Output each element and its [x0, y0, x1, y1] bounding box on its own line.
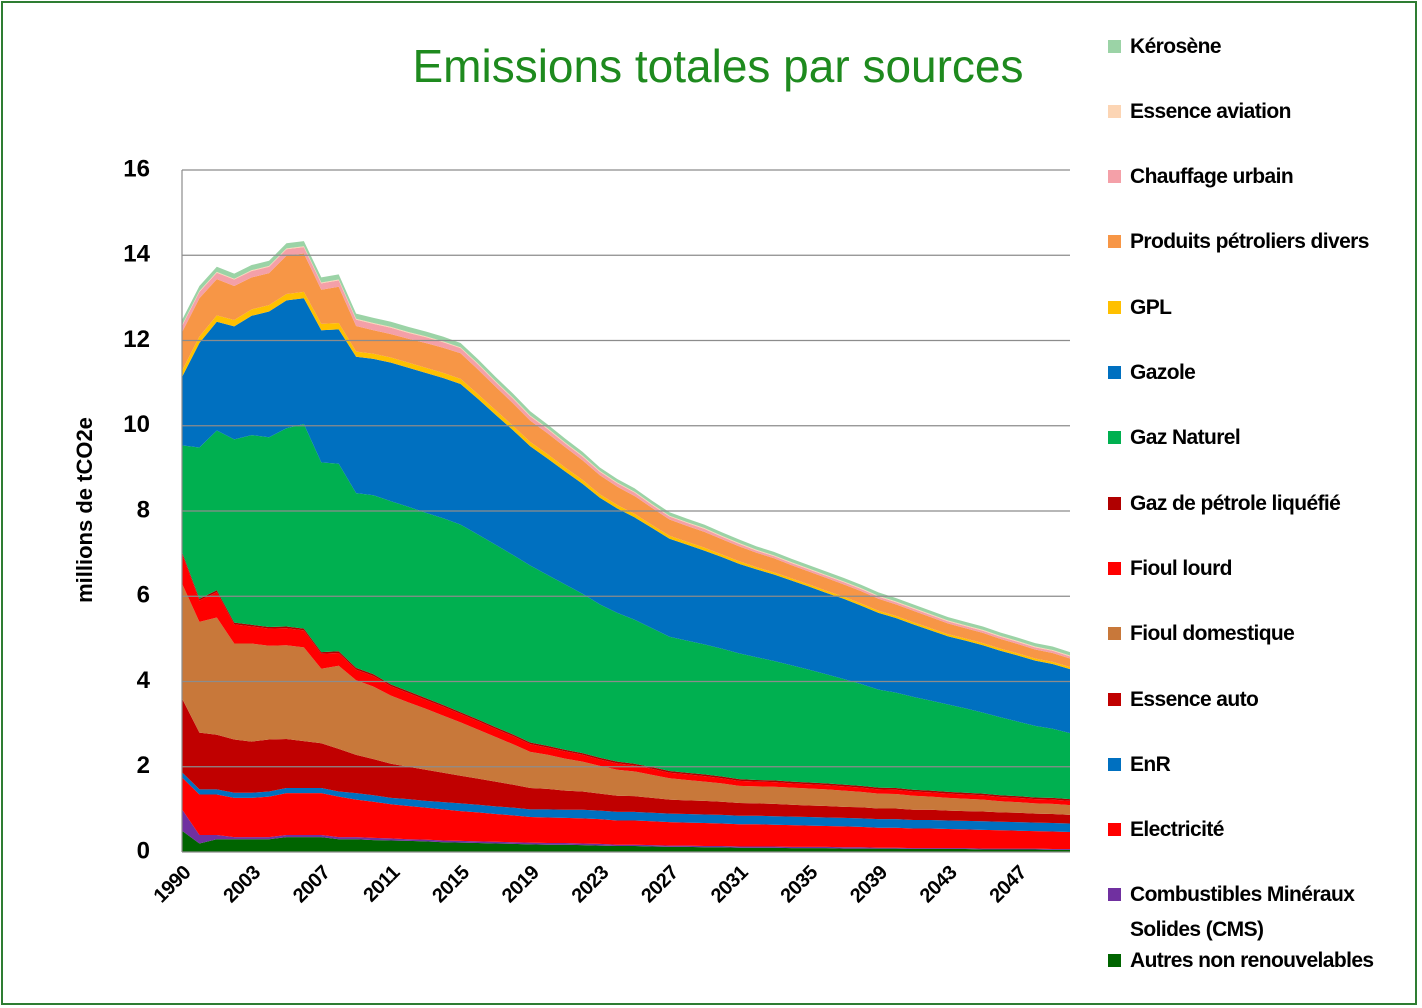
legend-item: Autres non renouvelables: [1108, 943, 1420, 978]
x-tick-label: 2027: [637, 861, 683, 907]
legend-item: Gaz de pétrole liquéfié: [1108, 486, 1420, 521]
area: [182, 809, 1070, 850]
legend-label: EnR: [1130, 752, 1171, 776]
legend-label: Essence auto: [1130, 687, 1259, 711]
legend-label: Gaz de pétrole liquéfié: [1130, 491, 1341, 515]
x-tick-label: 2031: [707, 861, 753, 907]
legend-swatch: [1108, 627, 1121, 641]
x-tick-label: 2043: [916, 861, 962, 907]
legend-swatch: [1108, 104, 1121, 118]
legend-label: Produits pétroliers divers: [1130, 230, 1369, 254]
y-tick-label: 4: [137, 667, 151, 694]
x-tick-label: 2011: [359, 861, 404, 906]
legend-item: Fioul domestique: [1108, 616, 1420, 651]
x-tick-label: 1990: [150, 861, 196, 907]
area: [182, 583, 1070, 815]
y-tick-label: 0: [137, 837, 150, 864]
legend-item: Chauffage urbain: [1108, 159, 1420, 194]
legend-item: Produits pétroliers divers: [1108, 224, 1420, 259]
y-tick-label: 16: [123, 155, 150, 182]
x-tick-label: 2007: [289, 861, 335, 907]
area: [182, 424, 1070, 800]
legend-item: Fioul lourd: [1108, 551, 1420, 586]
legend-swatch: [1108, 823, 1121, 837]
y-tick-label: 12: [123, 326, 150, 353]
legend-item: GPL: [1108, 290, 1420, 325]
legend-swatch: [1108, 757, 1121, 771]
legend-swatch: [1108, 692, 1121, 706]
legend-swatch: [1108, 235, 1121, 249]
legend-label: Fioul lourd: [1130, 556, 1232, 580]
legend-swatch: [1108, 39, 1121, 53]
legend-swatch: [1108, 300, 1121, 314]
y-tick-label: 8: [137, 496, 150, 523]
chart-title: Emissions totales par sources: [412, 40, 1023, 92]
x-tick-label: 2023: [568, 861, 614, 907]
area: [182, 298, 1070, 734]
legend-item: EnR: [1108, 747, 1420, 782]
legend-label: Gazole: [1130, 361, 1196, 384]
x-tick-label: 2015: [428, 861, 474, 907]
legend-label: Autres non renouvelables: [1130, 948, 1374, 972]
legend-swatch: [1108, 431, 1121, 445]
y-tick-label: 2: [137, 752, 150, 779]
legend-item: Essence aviation: [1108, 94, 1420, 129]
area: [182, 553, 1070, 806]
legend-item: Kérosène: [1108, 29, 1420, 64]
area: [182, 830, 1070, 852]
area: [182, 253, 1070, 668]
x-tick-label: 2039: [846, 861, 892, 907]
legend-item: Gazole: [1108, 355, 1420, 390]
areas: [182, 241, 1070, 852]
legend-label: Gaz Naturel: [1130, 426, 1241, 450]
area: [182, 777, 1070, 850]
x-tick-label: 2019: [498, 861, 544, 907]
legend-label: Electricité: [1130, 818, 1224, 842]
x-tick-label: 2047: [985, 861, 1031, 907]
y-tick-label: 10: [123, 411, 150, 438]
legend-swatch: [1108, 170, 1121, 184]
legend-swatch: [1108, 561, 1121, 575]
y-tick-label: 14: [123, 241, 150, 268]
legend-label: Kérosène: [1130, 34, 1222, 58]
legend-swatch: [1108, 366, 1121, 379]
y-axis-label: millions de tCO2e: [72, 417, 97, 603]
x-tick-label: 2035: [776, 861, 822, 907]
area: [182, 772, 1070, 832]
legend-item: Combustibles Minéraux Solides (CMS): [1108, 877, 1420, 947]
legend-label: GPL: [1130, 295, 1172, 319]
legend-swatch: [1108, 496, 1121, 510]
legend-label: Combustibles Minéraux Solides (CMS): [1130, 883, 1355, 942]
legend-item: Essence auto: [1108, 682, 1420, 717]
area: [182, 698, 1070, 824]
y-tick-label: 6: [137, 582, 150, 609]
legend-item: Electricité: [1108, 812, 1420, 847]
legend-label: Fioul domestique: [1130, 622, 1295, 646]
x-tick-label: 2003: [219, 861, 265, 907]
legend-swatch: [1108, 888, 1121, 902]
legend-label: Essence aviation: [1130, 99, 1291, 123]
legend-item: Gaz Naturel: [1108, 420, 1420, 455]
legend-label: Chauffage urbain: [1130, 165, 1294, 189]
legend-swatch: [1108, 953, 1121, 967]
